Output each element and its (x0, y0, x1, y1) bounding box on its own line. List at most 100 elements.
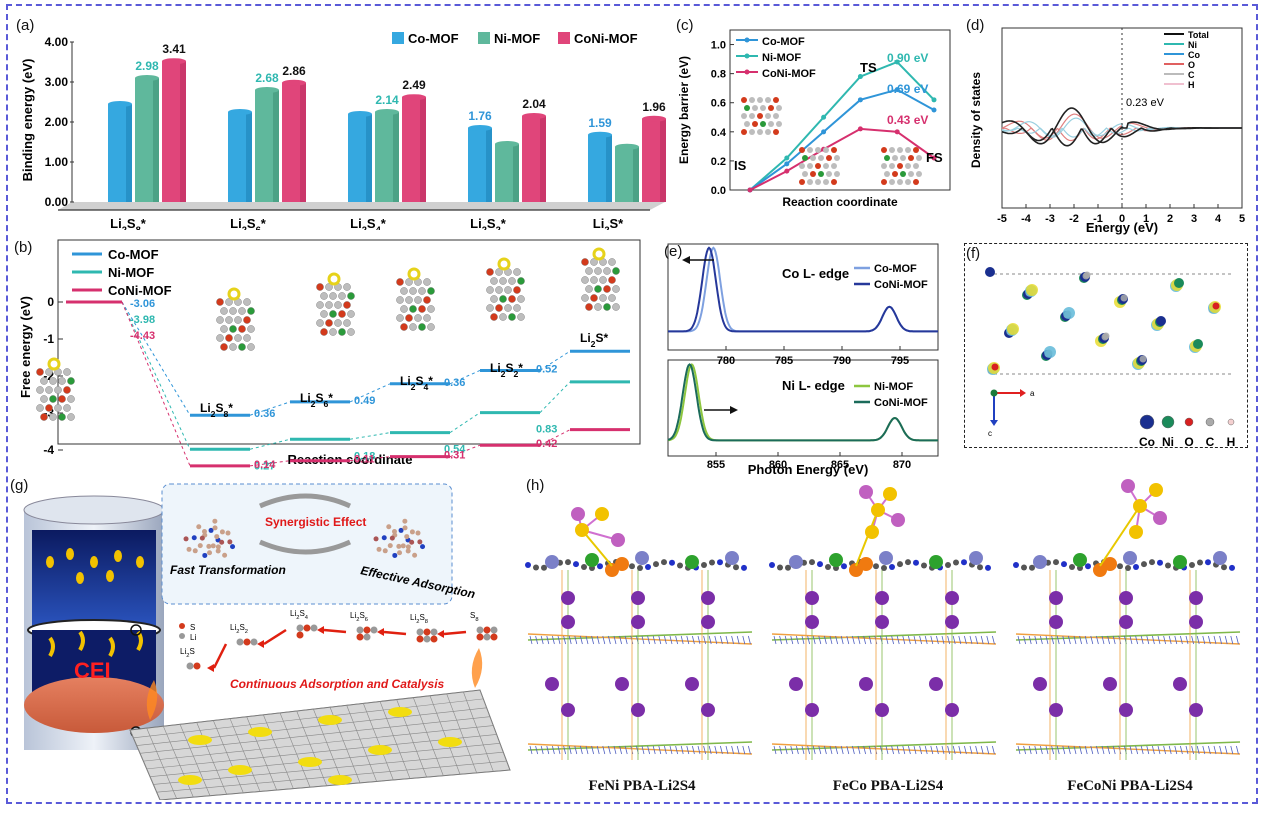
species-atom (490, 633, 498, 641)
atom (897, 179, 903, 185)
framework-line (1028, 635, 1032, 645)
framework-line (908, 635, 911, 645)
xtick: 1 (1143, 213, 1149, 225)
atom (396, 314, 404, 322)
metal-atom (1073, 553, 1087, 567)
framework-line (1017, 635, 1021, 645)
sulfur-patch (188, 735, 212, 745)
species-atom (303, 624, 311, 632)
atom (1026, 284, 1038, 296)
li-atom (631, 591, 645, 605)
value-label: 2.14 (375, 93, 399, 107)
droplet (66, 548, 74, 560)
bar-shade (540, 116, 546, 202)
panel-c-xlabel: Reaction coordinate (782, 195, 898, 209)
atom (603, 303, 611, 311)
framework-line (773, 635, 777, 645)
panel-d-gap: 0.23 eV (1126, 97, 1165, 109)
framework-bond (771, 633, 997, 645)
atom (398, 527, 404, 533)
atom (760, 121, 766, 127)
framework-line (596, 745, 600, 755)
legend-coni: CoNi-MOF (574, 31, 638, 46)
framework-line (1090, 745, 1094, 755)
atom (201, 528, 207, 534)
atom (186, 546, 192, 552)
flame (146, 680, 158, 720)
cluster-atom (883, 487, 897, 501)
atom (581, 294, 589, 302)
surface-atom (1069, 563, 1075, 570)
atom (58, 413, 66, 421)
species-atom (236, 638, 244, 646)
bar-cap (282, 79, 306, 86)
framework-line (924, 745, 928, 755)
point (857, 126, 863, 132)
ytick: 4.00 (45, 35, 69, 49)
atom (49, 377, 57, 385)
framework-line (692, 635, 695, 645)
framework-line (941, 745, 945, 755)
fe-atom (1103, 557, 1117, 571)
li-atom (1049, 591, 1063, 605)
framework-line (1152, 745, 1155, 755)
surface-atom (1189, 561, 1195, 568)
framework-line (1208, 745, 1211, 755)
atom (826, 155, 832, 161)
atom (892, 171, 898, 177)
panel-h-label: (h) (526, 477, 544, 494)
point (894, 59, 900, 65)
framework-line (535, 745, 538, 755)
atom (63, 404, 71, 412)
li-atom (561, 591, 575, 605)
framework-line (1174, 635, 1178, 645)
atom (768, 105, 774, 111)
framework-line (829, 745, 833, 755)
atom (229, 307, 237, 315)
atom (418, 305, 426, 313)
li-atom (945, 703, 959, 717)
framework-line (613, 635, 617, 645)
atom (513, 268, 521, 276)
species-label: Li2S4* (400, 374, 433, 392)
sulfur-patch (318, 715, 342, 725)
surface-atom (841, 563, 847, 570)
hex-line (196, 722, 227, 795)
ytick: 2.00 (45, 115, 69, 129)
atom (612, 267, 620, 275)
xtick: -1 (1093, 213, 1103, 225)
framework-line (652, 635, 656, 645)
species-atom (243, 638, 251, 646)
atom (900, 171, 906, 177)
legend-e-ni: Ni-MOF (874, 381, 913, 393)
panel-d-xlabel: Energy (eV) (1086, 220, 1158, 235)
step-label: -3.98 (130, 314, 155, 326)
framework-line (1112, 635, 1116, 645)
framework-line (902, 635, 906, 645)
atom (418, 287, 426, 295)
hex-line (163, 726, 194, 798)
panel-b-axes (57, 239, 641, 445)
connector (249, 438, 291, 450)
xtick: -2 (1069, 213, 1079, 225)
framework-line (779, 635, 782, 645)
panel-a-ylabel: Binding energy (eV) (20, 59, 35, 182)
framework-line (818, 635, 822, 645)
atom (581, 258, 589, 266)
panel-g-schematic: (g) CEI Synergistic Effect Fast Transfor… (10, 477, 511, 800)
curve (749, 60, 935, 191)
surface-atom (921, 562, 927, 569)
atom (67, 395, 75, 403)
atom (765, 113, 771, 119)
atom (908, 155, 914, 161)
arrowhead (257, 640, 264, 648)
panel-a-bar-chart: (a) Binding energy (eV) 0.00 1.00 2.00 3.00… (16, 17, 666, 230)
framework-line (1191, 745, 1194, 755)
ytick: -3 (43, 406, 54, 420)
framework-line (652, 745, 656, 755)
surface-atom (733, 564, 739, 571)
panel-c-ts: TS (860, 60, 877, 75)
atom (752, 121, 758, 127)
panel-e-bottom-axes (667, 359, 939, 457)
atom (382, 548, 388, 554)
